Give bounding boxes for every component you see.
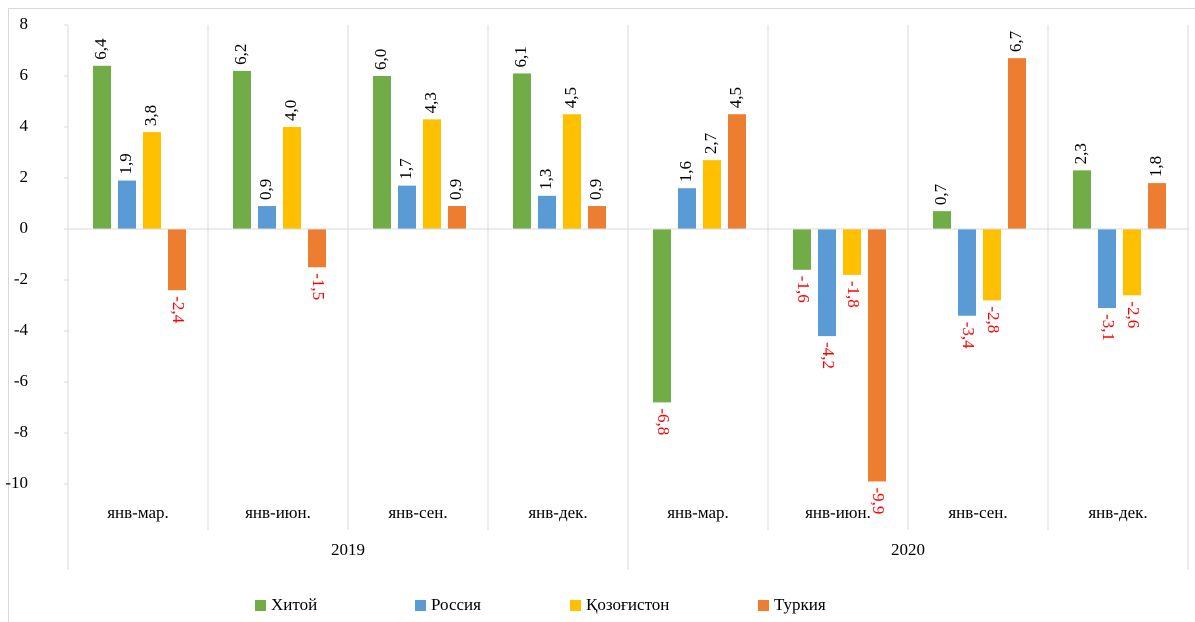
bar [233, 70, 251, 230]
value-label: 0,7 [931, 183, 950, 205]
x-tick-label: янв-июн. [245, 503, 311, 522]
bar [283, 127, 301, 229]
value-label: -2,4 [169, 296, 188, 323]
y-tick-label: -8 [14, 422, 28, 441]
value-label: 6,1 [511, 46, 530, 67]
bar [588, 206, 606, 229]
bar [448, 206, 466, 229]
value-label: 6,4 [91, 38, 110, 60]
bar [868, 229, 886, 482]
bar [258, 206, 276, 229]
y-tick-label: 0 [20, 218, 29, 237]
value-label: 1,3 [536, 169, 555, 190]
bar [983, 229, 1001, 301]
value-label: 4,5 [726, 87, 745, 108]
value-label: 6,0 [371, 49, 390, 70]
bar [703, 160, 721, 229]
legend-label: Хитой [271, 595, 317, 614]
bar [373, 76, 391, 229]
value-label: 3,8 [141, 105, 160, 126]
bar [958, 229, 976, 316]
value-label: -3,4 [959, 322, 978, 349]
value-label: 6,2 [231, 44, 250, 65]
value-label: 2,7 [701, 132, 720, 154]
y-tick-label: 8 [20, 14, 29, 33]
value-label: -1,5 [309, 273, 328, 300]
value-label: -6,8 [654, 408, 673, 435]
value-label: -9,9 [869, 487, 888, 514]
bar [118, 180, 136, 229]
bar [563, 114, 581, 229]
chart-frame [8, 8, 1195, 622]
bar [728, 114, 746, 229]
legend-swatch [415, 600, 426, 611]
bar [933, 211, 951, 229]
value-label: -1,8 [844, 281, 863, 308]
x-tick-label: янв-сен. [388, 503, 447, 522]
bar [818, 229, 836, 337]
value-label: 6,7 [1006, 30, 1025, 52]
x-tick-label: янв-мар. [667, 503, 729, 522]
y-tick-label: 6 [20, 65, 29, 84]
x-tick-label: янв-дек. [528, 503, 587, 522]
value-label: 1,8 [1146, 156, 1165, 177]
legend-label: Туркия [774, 595, 826, 614]
legend-swatch [570, 600, 581, 611]
x-tick-label: янв-дек. [1088, 503, 1147, 522]
bar [1098, 229, 1116, 309]
bar [538, 195, 556, 229]
value-label: 4,0 [281, 100, 300, 121]
value-label: 0,9 [586, 179, 605, 200]
value-label: 0,9 [256, 179, 275, 200]
bar [678, 188, 696, 229]
legend-label: Қозоғистон [586, 595, 669, 614]
bar [1123, 229, 1141, 296]
value-label: -2,8 [984, 306, 1003, 333]
bar [423, 119, 441, 229]
value-label: 0,9 [446, 179, 465, 200]
y-tick-label: -4 [14, 320, 29, 339]
bar [308, 229, 326, 268]
value-label: -4,2 [819, 342, 838, 369]
y-tick-label: 2 [20, 167, 29, 186]
value-label: 1,6 [676, 161, 695, 182]
bar [1148, 183, 1166, 229]
bar [168, 229, 186, 291]
bar [1073, 170, 1091, 229]
bar [513, 73, 531, 229]
bar [143, 132, 161, 229]
bar [843, 229, 861, 275]
bar [93, 65, 111, 229]
value-label: 4,3 [421, 92, 440, 113]
x-tick-label: янв-сен. [948, 503, 1007, 522]
value-label: 1,9 [116, 153, 135, 174]
x-tick-label: янв-мар. [107, 503, 169, 522]
legend-swatch [758, 600, 769, 611]
y-tick-label: -2 [14, 269, 28, 288]
group-label: 2019 [331, 540, 365, 559]
bar [793, 229, 811, 270]
value-label: 2,3 [1071, 143, 1090, 164]
value-label: -3,1 [1099, 314, 1118, 341]
bar [1008, 58, 1026, 230]
group-label: 2020 [891, 540, 925, 559]
bar [653, 229, 671, 403]
y-tick-label: -6 [14, 371, 28, 390]
value-label: 4,5 [561, 87, 580, 108]
x-tick-label: янв-июн. [805, 503, 871, 522]
legend-label: Россия [431, 595, 481, 614]
bar [398, 185, 416, 229]
y-tick-label: 4 [20, 116, 29, 135]
legend-swatch [255, 600, 266, 611]
value-label: -2,6 [1124, 301, 1143, 328]
y-tick-label: -10 [5, 473, 28, 492]
value-label: -1,6 [794, 276, 813, 303]
value-label: 1,7 [396, 158, 415, 180]
